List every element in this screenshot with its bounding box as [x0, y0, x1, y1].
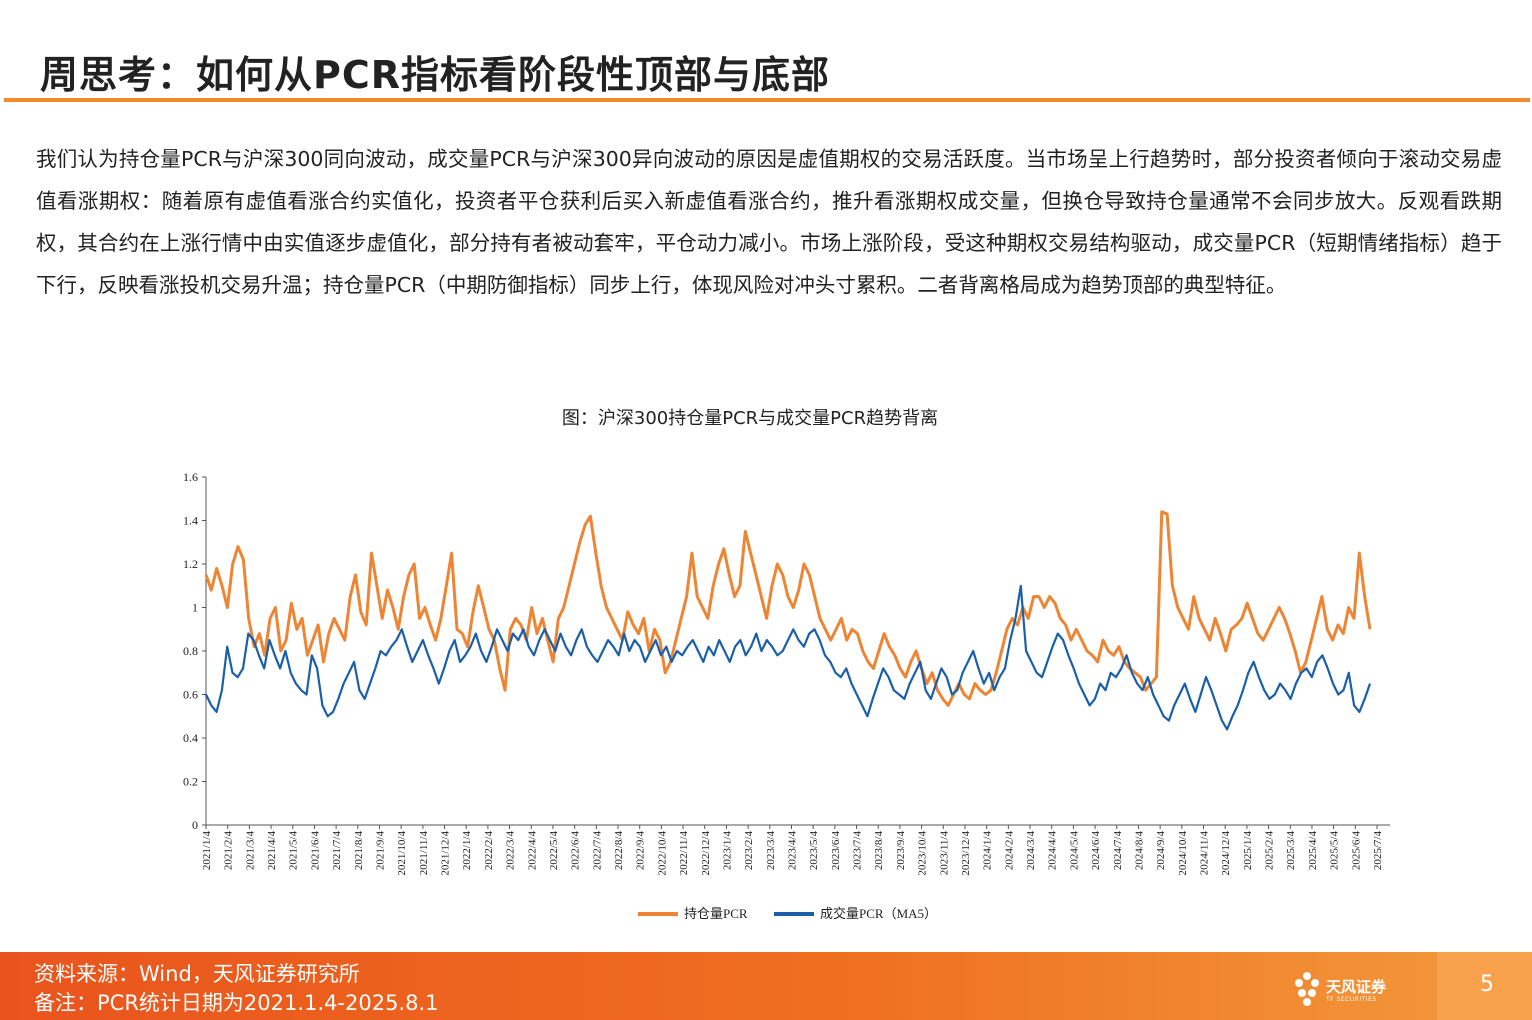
- series-line-volume-pcr-ma5: [205, 584, 1372, 731]
- x-tick-label: 2024/5/4: [1068, 831, 1080, 871]
- x-tick-label: 2021/9/4: [374, 831, 386, 871]
- company-logo: 天风证券 TF SECURITIES: [1292, 966, 1412, 1010]
- y-tick-label: 1.4: [183, 514, 198, 528]
- y-tick-label: 1.6: [183, 470, 198, 484]
- x-tick-label: 2021/11/4: [418, 831, 430, 876]
- x-tick-label: 2021/1/4: [201, 831, 213, 871]
- x-tick-label: 2022/4/4: [526, 831, 538, 871]
- logo-subtitle: TF SECURITIES: [1326, 996, 1377, 1003]
- pcr-line-chart: 0 0.2 0.4 0.6 0.8 1 1.2 1.4 1.6 2021/1/4 2021/2/4 2…: [183, 470, 1390, 921]
- page-title: 周思考：如何从PCR指标看阶段性顶部与底部: [40, 53, 831, 97]
- x-tick-label: 2023/11/4: [938, 831, 950, 876]
- logo-name: 天风证券: [1326, 978, 1387, 996]
- x-tick-label: 2022/5/4: [548, 831, 560, 871]
- x-tick-label: 2024/4/4: [1047, 831, 1059, 871]
- x-tick-label: 2022/3/4: [505, 831, 517, 871]
- x-tick-label: 2021/5/4: [288, 831, 300, 871]
- x-tick-label: 2022/7/4: [591, 831, 603, 871]
- legend-label: 持仓量PCR: [684, 906, 748, 921]
- x-tick-label: 2021/3/4: [244, 831, 256, 871]
- source-note: 资料来源：Wind，天风证券研究所: [34, 962, 360, 986]
- y-tick-label: 0.8: [183, 644, 198, 658]
- x-tick-label: 2023/2/4: [743, 831, 755, 871]
- x-tick-label: 2025/2/4: [1264, 831, 1276, 871]
- x-tick-label: 2024/1/4: [982, 831, 994, 871]
- footer-bar: 资料来源：Wind，天风证券研究所 备注：PCR统计日期为2021.1.4-20…: [0, 952, 1532, 1020]
- x-tick-label: 2024/6/4: [1090, 831, 1102, 871]
- x-tick-label: 2021/4/4: [266, 831, 278, 871]
- x-tick-label: 2023/7/4: [852, 831, 864, 871]
- x-tick-label: 2025/7/4: [1372, 831, 1384, 871]
- date-range-note: 备注：PCR统计日期为2021.1.4-2025.8.1: [34, 991, 439, 1015]
- x-tick-label: 2025/6/4: [1350, 831, 1362, 871]
- x-tick-label: 2024/7/4: [1112, 831, 1124, 871]
- x-tick-label: 2022/12/4: [700, 831, 712, 876]
- x-tick-label: 2024/8/4: [1133, 831, 1145, 871]
- y-tick-label: 0.2: [183, 775, 198, 789]
- x-tick-label: 2024/12/4: [1220, 831, 1232, 876]
- x-tick-label: 2024/3/4: [1025, 831, 1037, 871]
- x-tick-label: 2024/2/4: [1003, 831, 1015, 871]
- x-tick-label: 2025/5/4: [1329, 831, 1341, 871]
- x-tick-label: 2021/8/4: [353, 831, 365, 871]
- page-number-box: [1437, 952, 1532, 1020]
- x-tick-label: 2024/10/4: [1177, 831, 1189, 876]
- page-number: 5: [1480, 972, 1494, 997]
- x-tick-label: 2023/8/4: [873, 831, 885, 871]
- x-tick-label: 2025/1/4: [1242, 831, 1254, 871]
- x-tick-label: 2023/10/4: [917, 831, 929, 876]
- x-tick-label: 2023/3/4: [765, 831, 777, 871]
- x-tick-label: 2022/8/4: [613, 831, 625, 871]
- x-tick-label: 2023/9/4: [895, 831, 907, 871]
- x-tick-label: 2023/1/4: [721, 831, 733, 871]
- x-tick-label: 2023/12/4: [960, 831, 972, 876]
- series-line-open-interest-pcr: [204, 510, 1372, 707]
- x-tick-label: 2023/6/4: [830, 831, 842, 871]
- x-tick-label: 2025/3/4: [1285, 831, 1297, 871]
- x-tick-label: 2021/2/4: [223, 831, 235, 871]
- y-tick-label: 0.6: [183, 688, 198, 702]
- y-tick-label: 1.2: [183, 557, 198, 571]
- x-tick-label: 2023/4/4: [786, 831, 798, 871]
- x-tick-label: 2022/6/4: [570, 831, 582, 871]
- x-tick-label: 2022/9/4: [635, 831, 647, 871]
- x-tick-label: 2024/11/4: [1199, 831, 1211, 876]
- x-tick-label: 2021/12/4: [440, 831, 452, 876]
- y-tick-label: 0.4: [183, 731, 198, 745]
- flower-logo-icon: [1295, 972, 1319, 1006]
- x-tick-label: 2022/2/4: [483, 831, 495, 871]
- body-paragraph: 我们认为持仓量PCR与沪深300同向波动，成交量PCR与沪深300异向波动的原因…: [36, 147, 1502, 297]
- x-tick-label: 2021/6/4: [309, 831, 321, 871]
- y-tick-label: 1: [192, 601, 198, 615]
- legend-label: 成交量PCR（MA5）: [820, 906, 937, 921]
- x-tick-label: 2022/11/4: [678, 831, 690, 876]
- x-tick-label: 2022/1/4: [461, 831, 473, 871]
- x-tick-label: 2025/4/4: [1307, 831, 1319, 871]
- x-tick-label: 2022/10/4: [656, 831, 668, 876]
- x-tick-label: 2021/10/4: [396, 831, 408, 876]
- title-divider: [4, 98, 1530, 102]
- x-tick-label: 2023/5/4: [808, 831, 820, 871]
- x-tick-label: 2024/9/4: [1155, 831, 1167, 871]
- figure-caption: 图：沪深300持仓量PCR与成交量PCR趋势背离: [561, 408, 939, 429]
- x-tick-label: 2021/7/4: [331, 831, 343, 871]
- y-tick-label: 0: [192, 818, 198, 832]
